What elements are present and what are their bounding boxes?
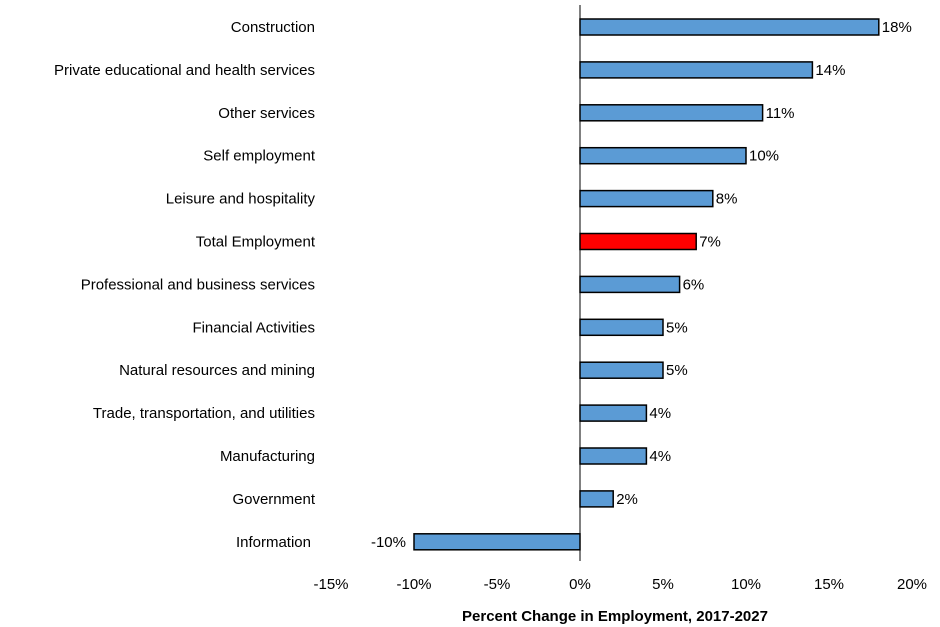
category-label: Professional and business services [81, 276, 315, 293]
data-label: 14% [815, 62, 845, 79]
bar-self-employment [579, 146, 747, 165]
data-label: 7% [699, 234, 721, 251]
data-label: 11% [766, 105, 795, 122]
x-tick-label: 15% [814, 576, 844, 593]
bar-construction [579, 18, 880, 36]
bar-total-employment [579, 232, 697, 251]
x-tick-label: 20% [897, 576, 927, 593]
data-label: 10% [749, 148, 779, 165]
bar-financial-activities [579, 318, 664, 337]
data-label: 18% [882, 19, 912, 36]
bar-government [579, 490, 614, 508]
category-label: Information [236, 534, 311, 551]
x-axis-tick-labels: -15% -10% -5% 0% 5% 10% 15% 20% [313, 576, 927, 593]
x-tick-label: 0% [569, 576, 591, 593]
data-label: 8% [716, 191, 738, 208]
bar-other-services [579, 104, 764, 122]
bar-professional-and-business-services [579, 275, 681, 294]
category-label: Trade, transportation, and utilities [93, 405, 315, 422]
bars-group [413, 18, 880, 551]
data-label: 4% [649, 448, 671, 465]
data-label: 5% [666, 362, 688, 379]
category-label: Private educational and health services [54, 62, 315, 79]
data-label: 4% [649, 405, 671, 422]
category-label: Construction [231, 19, 315, 36]
category-label: Natural resources and mining [119, 362, 315, 379]
category-labels: Construction Private educational and heal… [54, 19, 316, 551]
x-tick-label: -10% [396, 576, 431, 593]
value-labels: 18% 14% 11% 10% 8% 7% 6% 5% 5% 4% 4% 2% -10% [371, 19, 912, 551]
x-axis-title: Percent Change in Employment, 2017-2027 [462, 608, 768, 625]
x-tick-label: -5% [484, 576, 511, 593]
x-tick-label: 5% [652, 576, 674, 593]
bar-natural-resources-and-mining [579, 361, 664, 379]
data-label: 5% [666, 319, 688, 336]
category-label: Self employment [203, 148, 316, 165]
category-label: Manufacturing [220, 448, 315, 465]
category-label: Other services [218, 105, 315, 122]
data-label: 6% [683, 276, 705, 293]
category-label: Government [232, 491, 315, 508]
bar-information [413, 533, 581, 551]
data-label: -10% [371, 534, 406, 551]
x-tick-label: 10% [731, 576, 761, 593]
category-label: Financial Activities [192, 319, 315, 336]
bar-leisure-and-hospitality [579, 189, 714, 208]
category-label: Leisure and hospitality [166, 191, 316, 208]
category-label: Total Employment [196, 234, 316, 251]
x-tick-label: -15% [313, 576, 348, 593]
bar-trade-transportation-and-utilities [579, 404, 648, 422]
bar-manufacturing [579, 447, 648, 465]
bar-private-educational-and-health-services [579, 61, 814, 79]
data-label: 2% [616, 491, 638, 508]
